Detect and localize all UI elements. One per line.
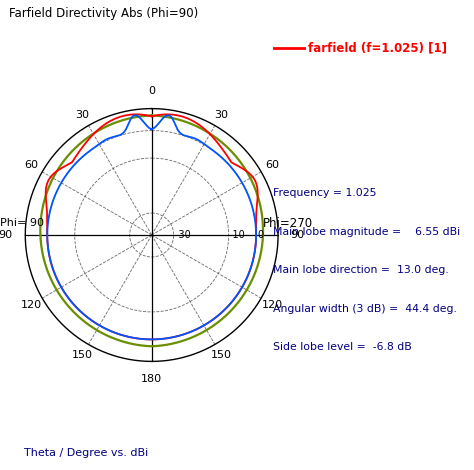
Text: -30: -30 xyxy=(175,230,191,240)
Text: 120: 120 xyxy=(262,299,283,310)
Text: -10: -10 xyxy=(230,230,246,240)
Text: Main lobe direction =  13.0 deg.: Main lobe direction = 13.0 deg. xyxy=(273,265,448,275)
Text: 0: 0 xyxy=(148,86,155,96)
Text: Farfield Directivity Abs (Phi=90): Farfield Directivity Abs (Phi=90) xyxy=(9,7,199,20)
Text: Theta / Degree vs. dBi: Theta / Degree vs. dBi xyxy=(24,448,148,458)
Text: 30: 30 xyxy=(75,110,89,119)
Text: 90: 90 xyxy=(291,230,305,240)
Text: farfield (f=1.025) [1]: farfield (f=1.025) [1] xyxy=(308,41,447,55)
Text: 0: 0 xyxy=(257,230,264,240)
Text: 150: 150 xyxy=(211,351,232,360)
Text: Angular width (3 dB) =  44.4 deg.: Angular width (3 dB) = 44.4 deg. xyxy=(273,304,456,313)
Text: 150: 150 xyxy=(72,351,92,360)
Text: Phi=270: Phi=270 xyxy=(263,217,313,230)
Text: 60: 60 xyxy=(24,160,38,171)
Text: Side lobe level =  -6.8 dB: Side lobe level = -6.8 dB xyxy=(273,342,411,352)
Text: Frequency = 1.025: Frequency = 1.025 xyxy=(273,188,376,198)
Text: 120: 120 xyxy=(21,299,42,310)
Text: Main lobe magnitude =    6.55 dBi: Main lobe magnitude = 6.55 dBi xyxy=(273,227,460,236)
Text: Phi= 90: Phi= 90 xyxy=(0,218,44,228)
Text: 180: 180 xyxy=(141,374,162,384)
Text: 30: 30 xyxy=(214,110,228,119)
Text: 90: 90 xyxy=(0,230,13,240)
Text: 60: 60 xyxy=(265,160,279,171)
